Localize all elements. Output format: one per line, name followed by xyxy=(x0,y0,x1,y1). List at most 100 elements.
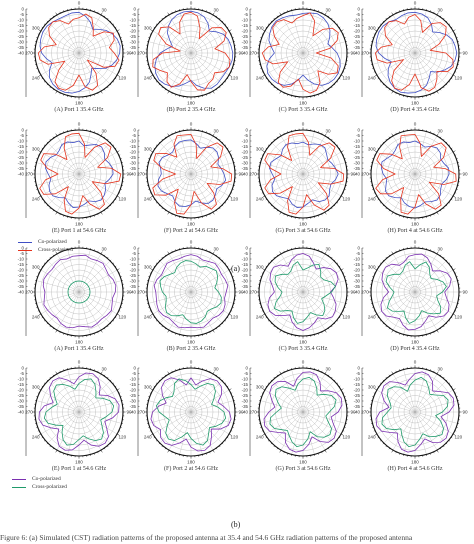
grid-spoke xyxy=(414,411,427,455)
radial-tick-label: 0 xyxy=(246,7,249,12)
angle-tick xyxy=(161,325,163,327)
angle-tick xyxy=(443,207,445,209)
grid-spoke xyxy=(67,291,80,335)
radial-tick-label: 0 xyxy=(22,246,25,251)
angle-tick xyxy=(104,209,106,212)
angle-tick xyxy=(436,90,439,94)
grid-spoke xyxy=(260,162,304,175)
angle-tick xyxy=(228,388,232,391)
grid-spoke xyxy=(260,41,304,54)
angle-tick xyxy=(161,257,163,259)
angle-tick xyxy=(440,374,442,377)
angle-tick xyxy=(262,150,266,153)
grid-spoke xyxy=(78,41,122,54)
angle-tick xyxy=(336,262,338,264)
angle-tick xyxy=(109,141,112,144)
angle-label: 120 xyxy=(230,435,238,440)
radial-tick-label: -5 xyxy=(132,133,136,138)
angle-tick xyxy=(41,265,44,267)
angle-tick xyxy=(380,81,382,83)
angle-tick xyxy=(448,262,450,264)
radial-tick-label: 0 xyxy=(22,7,25,12)
angle-tick xyxy=(112,440,114,442)
grid-spoke xyxy=(403,131,416,175)
angle-tick xyxy=(336,320,338,322)
radial-tick-label: -40 xyxy=(18,172,25,177)
angle-label: 120 xyxy=(454,76,462,81)
angle-tick xyxy=(38,195,42,198)
angle-tick xyxy=(338,199,341,201)
angle-label: 0 xyxy=(190,240,193,245)
angle-label: 270 xyxy=(249,410,257,415)
angle-tick xyxy=(44,440,46,442)
radial-tick-label: -5 xyxy=(356,251,360,256)
angle-tick xyxy=(114,26,117,28)
angle-tick xyxy=(283,11,285,14)
angle-tick xyxy=(107,445,109,447)
grid-spoke xyxy=(271,260,304,293)
angle-tick xyxy=(37,154,40,156)
grid-spoke xyxy=(302,30,342,54)
angle-tick xyxy=(114,78,117,80)
co-polarized-series xyxy=(150,377,232,452)
radial-tick-label: -35 xyxy=(242,284,249,289)
angle-label: 240 xyxy=(256,76,264,81)
angle-label: 270 xyxy=(361,172,369,177)
grid-spoke xyxy=(403,411,416,455)
grid-spoke xyxy=(159,380,192,413)
angle-tick xyxy=(336,81,338,83)
radial-tick-label: -10 xyxy=(242,377,249,382)
angle-tick xyxy=(118,33,121,35)
angle-tick xyxy=(52,136,54,139)
angle-tick xyxy=(44,202,46,204)
radial-tick-label: -35 xyxy=(18,45,25,50)
angle-tick xyxy=(221,204,224,207)
angle-label: 300 xyxy=(256,26,264,31)
grid-spoke xyxy=(414,411,458,424)
angle-tick xyxy=(158,442,161,445)
cross-polarized-series xyxy=(385,261,447,324)
angle-tick xyxy=(377,385,380,387)
grid-spoke xyxy=(190,280,234,293)
angle-tick xyxy=(209,132,211,135)
angle-tick xyxy=(276,88,278,91)
grid-spoke xyxy=(190,411,203,455)
angle-tick xyxy=(226,199,229,201)
radial-tick-label: -30 xyxy=(242,161,249,166)
angle-tick xyxy=(38,268,42,271)
grid-spoke xyxy=(190,21,223,54)
angle-tick xyxy=(336,202,338,204)
angle-tick xyxy=(167,133,170,137)
angle-tick xyxy=(104,88,106,91)
grid-spoke xyxy=(78,21,111,54)
cross-polarized-series xyxy=(261,12,339,94)
angle-tick xyxy=(52,209,54,212)
angle-tick xyxy=(100,251,103,255)
angle-tick xyxy=(212,371,215,375)
radial-tick-label: -15 xyxy=(242,262,249,267)
radial-tick-label: -25 xyxy=(130,34,137,39)
grid-spoke xyxy=(260,400,304,413)
angle-tick xyxy=(268,23,270,25)
polar-chart-a8: 0-5-10-15-20-25-30-35-400309012018024027… xyxy=(354,122,468,227)
angle-tick xyxy=(333,141,336,144)
angle-tick xyxy=(149,154,152,156)
angle-tick xyxy=(450,265,453,267)
angle-tick xyxy=(230,33,233,35)
grid-spoke xyxy=(376,411,416,435)
angle-tick xyxy=(262,268,266,271)
angle-tick xyxy=(156,202,158,204)
grid-spoke xyxy=(40,173,80,197)
angle-tick xyxy=(433,92,435,95)
co-polarized-series xyxy=(154,10,234,89)
angle-label: 240 xyxy=(144,197,152,202)
angle-tick xyxy=(161,377,163,379)
grid-spoke xyxy=(383,21,416,54)
angle-tick xyxy=(340,150,344,153)
grid-spoke xyxy=(403,173,416,217)
angle-label: 180 xyxy=(187,460,195,465)
angle-label: 240 xyxy=(368,435,376,440)
grid-spoke xyxy=(190,41,234,54)
angle-tick xyxy=(450,147,453,149)
cross-polarized-series xyxy=(155,378,227,446)
